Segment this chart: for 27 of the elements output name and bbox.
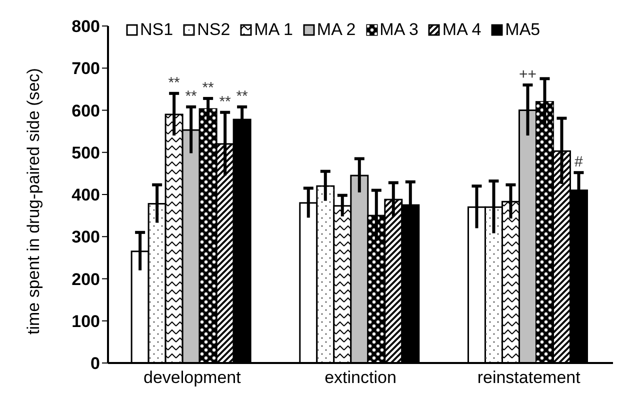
x-tick-label: extinction (324, 368, 396, 388)
y-tick-label: 0 (90, 354, 100, 374)
y-tick-label: 400 (72, 186, 100, 205)
legend-label: MA 1 (254, 20, 293, 40)
x-tick-label: reinstatement (477, 368, 581, 388)
annotation: # (574, 154, 584, 171)
annotation: ++ (518, 66, 537, 83)
y-axis-title: time spent in drug-paired side (sec) (24, 68, 44, 334)
y-tick-label: 300 (72, 228, 100, 247)
annotation: ** (185, 88, 198, 105)
legend-label: NS2 (197, 20, 230, 40)
legend-label: NS1 (140, 20, 174, 40)
annotation: ** (236, 88, 248, 105)
legend-label: MA 4 (442, 20, 482, 40)
annotation: ** (219, 93, 232, 110)
annotation: ** (202, 79, 214, 96)
y-tick-label: 700 (72, 59, 100, 78)
legend-label: MA 3 (380, 20, 418, 40)
y-tick-label: 800 (72, 17, 100, 36)
y-tick-label: 500 (72, 143, 100, 162)
x-tick-label: development (143, 368, 242, 388)
y-tick-label: 200 (72, 270, 100, 289)
annotation: ** (168, 74, 180, 92)
y-tick-label: 600 (72, 101, 100, 120)
legend-label: MA 2 (316, 20, 356, 40)
y-tick-label: 100 (72, 312, 100, 331)
legend-label: MA5 (505, 20, 540, 40)
